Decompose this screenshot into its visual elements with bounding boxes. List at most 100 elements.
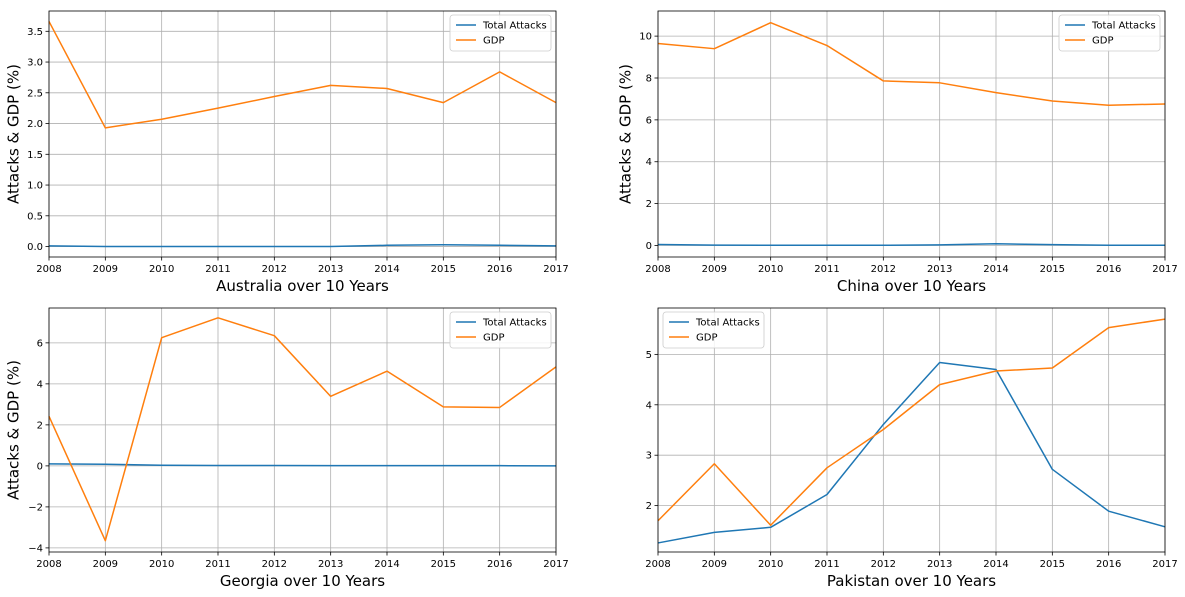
x-tick-label: 2010 (758, 559, 783, 570)
series-line-total-attacks (657, 243, 1165, 247)
x-tick-label: 2012 (871, 264, 896, 275)
legend-box (449, 311, 552, 349)
series-line-gdp (48, 317, 557, 542)
y-tick-label: 6 (646, 115, 652, 126)
x-tick-label: 2016 (487, 264, 512, 275)
x-tick-label: 2010 (149, 264, 174, 275)
x-tick-label: 2016 (487, 559, 512, 570)
plot-frame (48, 307, 557, 553)
legend: Total Attacks GDP (449, 14, 552, 52)
x-tick-label: 2011 (205, 559, 230, 570)
x-tick-label: 2016 (1096, 264, 1121, 275)
plot-frame (657, 307, 1166, 553)
x-tick-label: 2009 (93, 559, 118, 570)
legend-label: Total Attacks (1091, 21, 1156, 32)
y-tick-label: 1.0 (27, 181, 43, 192)
x-tick-label: 2013 (318, 559, 343, 570)
x-tick-label: 2017 (1152, 559, 1177, 570)
y-tick-label: 0 (37, 461, 43, 472)
x-tick-label: 2015 (1040, 559, 1065, 570)
y-tick-label: −4 (28, 543, 43, 554)
x-tick-label: 2014 (374, 559, 399, 570)
legend: Total Attacks GDP (1058, 14, 1161, 52)
plot-frame (657, 10, 1166, 258)
x-tick-label: 2011 (814, 559, 839, 570)
y-axis-title: Attacks & GDP (%) (5, 360, 23, 500)
x-tick-label: 2010 (758, 264, 783, 275)
y-tick-label: 8 (646, 73, 652, 84)
legend: Total Attacks GDP (662, 311, 765, 349)
series-line-total-attacks (48, 243, 557, 248)
y-tick-label: 5 (646, 350, 652, 361)
y-tick-label: 3 (646, 451, 652, 462)
series-line-total-attacks (48, 463, 557, 467)
y-tick-label: 4 (37, 379, 43, 390)
subplot-4: 2008 2009 2010 2011 2012 2013 2014 2015 2016 2017… (645, 307, 1178, 590)
y-tick-label: 0.0 (27, 242, 43, 253)
legend-label: Total Attacks (482, 318, 547, 329)
x-tick-label: 2010 (149, 559, 174, 570)
x-tick-label: 2017 (543, 559, 568, 570)
y-tick-label: 0 (646, 241, 652, 252)
y-tick-label: 2.5 (27, 88, 43, 99)
legend-label: Total Attacks (482, 21, 547, 32)
x-tick-label: 2016 (1096, 559, 1121, 570)
legend-box (449, 14, 552, 52)
subplot-1: 2008 2009 2010 2011 2012 2013 2014 2015 2016 2017… (5, 10, 569, 295)
y-axis-title: Attacks & GDP (%) (5, 64, 23, 204)
x-axis-title: China over 10 Years (837, 277, 986, 295)
y-tick-label: 3.0 (27, 58, 43, 69)
legend-box (662, 311, 765, 349)
plot-frame (48, 10, 557, 258)
y-tick-label: 1.5 (27, 150, 43, 161)
y-tick-label: 4 (646, 157, 652, 168)
y-tick-label: −2 (28, 502, 43, 513)
y-axis-title: Attacks & GDP (%) (617, 64, 635, 204)
y-tick-label: 0.5 (27, 211, 43, 222)
y-tick-label: 6 (37, 338, 43, 349)
legend-label: Total Attacks (695, 318, 760, 329)
x-tick-label: 2014 (983, 559, 1008, 570)
y-tick-label: 3.5 (27, 27, 43, 38)
x-tick-label: 2013 (927, 264, 952, 275)
y-tick-label: 10 (639, 32, 652, 43)
x-tick-label: 2014 (983, 264, 1008, 275)
x-tick-label: 2012 (262, 559, 287, 570)
x-tick-label: 2013 (318, 264, 343, 275)
x-tick-label: 2011 (814, 264, 839, 275)
x-tick-label: 2009 (702, 559, 727, 570)
subplot-2: 2008 2009 2010 2011 2012 2013 2014 2015 2016 2017… (617, 10, 1178, 295)
x-tick-label: 2011 (205, 264, 230, 275)
legend-label: GDP (483, 333, 504, 344)
x-tick-label: 2014 (374, 264, 399, 275)
x-tick-label: 2015 (431, 559, 456, 570)
legend: Total Attacks GDP (449, 311, 552, 349)
y-tick-label: 2 (646, 199, 652, 210)
series-line-gdp (657, 318, 1166, 527)
legend-label: GDP (696, 333, 717, 344)
legend-box (1058, 14, 1161, 52)
subplot-3: 2008 2009 2010 2011 2012 2013 2014 2015 2016 2017… (5, 307, 569, 590)
x-tick-label: 2012 (871, 559, 896, 570)
x-tick-label: 2009 (702, 264, 727, 275)
series-line-total-attacks (657, 361, 1166, 544)
x-tick-label: 2008 (645, 559, 670, 570)
x-tick-label: 2013 (927, 559, 952, 570)
y-tick-label: 2.0 (27, 119, 43, 130)
x-tick-label: 2008 (36, 559, 61, 570)
series-line-gdp (657, 21, 1166, 106)
x-tick-label: 2015 (1040, 264, 1065, 275)
x-tick-label: 2009 (93, 264, 118, 275)
x-tick-label: 2017 (1152, 264, 1177, 275)
y-tick-label: 4 (646, 400, 652, 411)
x-axis-title: Pakistan over 10 Years (827, 572, 996, 590)
x-axis-title: Georgia over 10 Years (220, 572, 385, 590)
x-tick-label: 2012 (262, 264, 287, 275)
y-tick-label: 2 (37, 420, 43, 431)
legend-label: GDP (483, 36, 504, 47)
x-axis-title: Australia over 10 Years (216, 277, 389, 295)
x-tick-label: 2008 (645, 264, 670, 275)
legend-label: GDP (1092, 36, 1113, 47)
x-tick-label: 2017 (543, 264, 568, 275)
